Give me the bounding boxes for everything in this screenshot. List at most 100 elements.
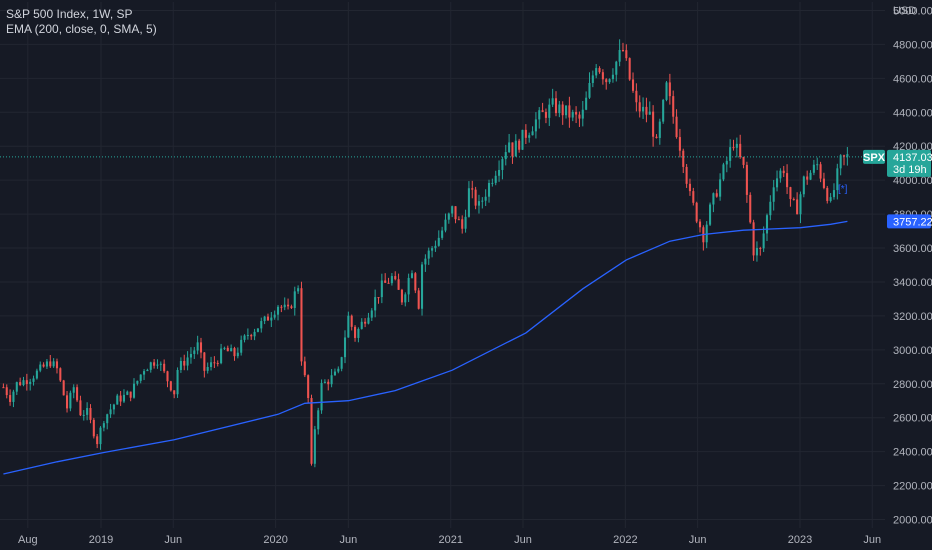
symbol-badge[interactable]: [863, 149, 885, 164]
candle-up: [467, 188, 470, 217]
candle-down: [752, 222, 755, 256]
candle-down: [216, 363, 219, 365]
indicator-label: EMA (200, close, 0, SMA, 5): [6, 22, 157, 36]
candle-down: [25, 380, 28, 385]
candle-up: [367, 317, 370, 324]
candle-up: [122, 394, 126, 402]
candle-up: [538, 110, 541, 120]
candle-up: [360, 321, 363, 329]
candle-up: [220, 348, 223, 364]
candle-down: [233, 348, 236, 357]
candle-down: [621, 50, 625, 52]
candle-up: [809, 172, 812, 180]
candle-down: [213, 362, 216, 364]
candle-up: [146, 369, 149, 372]
candle-up: [829, 197, 832, 201]
candle-up: [648, 111, 651, 115]
candle-down: [461, 219, 464, 229]
candle-up: [357, 328, 360, 338]
candle-down: [652, 111, 655, 137]
y-tick-label: 4800.00: [893, 39, 932, 51]
candle-up: [72, 387, 75, 393]
candle-up: [420, 264, 424, 309]
candle-up: [45, 361, 48, 367]
candle-up: [451, 206, 454, 214]
x-tick-label: 2021: [438, 534, 462, 546]
candle-up: [755, 247, 758, 256]
candle-down: [796, 199, 799, 215]
candle-up: [340, 357, 343, 369]
candle-up: [313, 429, 316, 464]
candle-down: [645, 106, 648, 115]
candle-up: [347, 315, 350, 338]
candle-up: [343, 337, 347, 358]
candle-down: [672, 96, 675, 117]
candle-up: [283, 304, 286, 308]
candle-up: [551, 98, 554, 105]
y-tick-label: 4400.00: [893, 107, 932, 119]
candle-up: [779, 170, 782, 179]
candle-up: [132, 383, 136, 398]
candle-up: [330, 375, 333, 385]
candle-up: [434, 245, 437, 249]
candle-up: [832, 190, 836, 198]
candle-up: [484, 196, 487, 201]
candle-up: [719, 179, 722, 197]
candle-down: [575, 111, 578, 115]
candle-up: [243, 335, 246, 340]
candle-up: [705, 224, 708, 243]
candle-up: [370, 310, 373, 318]
candle-up: [585, 97, 588, 110]
candle-up: [82, 414, 85, 416]
candle-down: [163, 363, 166, 372]
candle-up: [236, 352, 239, 357]
candle-down: [310, 398, 313, 464]
candle-down: [524, 129, 527, 138]
candle-up: [99, 427, 102, 445]
candle-up: [380, 280, 383, 298]
candle-up: [769, 201, 772, 216]
candle-up: [775, 178, 779, 188]
ema-value-badge: [887, 214, 931, 229]
candle-up: [611, 74, 614, 80]
y-tick-label: 3200.00: [893, 311, 932, 323]
y-tick-label: 4000.00: [893, 175, 932, 187]
candle-down: [290, 306, 293, 308]
candle-down: [598, 68, 601, 73]
currency-label: USD: [893, 5, 916, 17]
candle-down: [394, 276, 397, 280]
dividend-marker[interactable]: [*]: [838, 184, 848, 195]
candle-down: [759, 247, 762, 249]
candle-down: [354, 326, 357, 338]
candle-down: [307, 375, 310, 399]
candle-up: [534, 119, 537, 132]
candle-down: [414, 273, 417, 291]
candle-up: [642, 106, 645, 112]
candle-up: [404, 294, 407, 303]
x-tick-label: Jun: [514, 534, 532, 546]
candle-down: [732, 147, 735, 149]
candle-down: [668, 82, 671, 97]
candle-down: [364, 321, 367, 324]
y-tick-label: 2000.00: [893, 515, 932, 527]
candle-down: [715, 193, 718, 197]
candle-up: [799, 194, 802, 215]
candle-down: [601, 72, 604, 80]
last-price-badge: [887, 149, 931, 177]
candle-up: [548, 104, 551, 118]
candle-up: [431, 248, 434, 251]
candle-down: [76, 387, 79, 401]
candle-down: [226, 347, 229, 352]
candle-down: [92, 419, 95, 437]
candle-up: [136, 380, 139, 384]
candle-up: [477, 201, 481, 206]
candle-up: [12, 391, 15, 402]
candle-down: [638, 102, 641, 112]
candle-up: [179, 360, 182, 371]
candle-down: [806, 176, 809, 180]
candle-up: [126, 391, 129, 395]
candle-down: [266, 316, 270, 321]
